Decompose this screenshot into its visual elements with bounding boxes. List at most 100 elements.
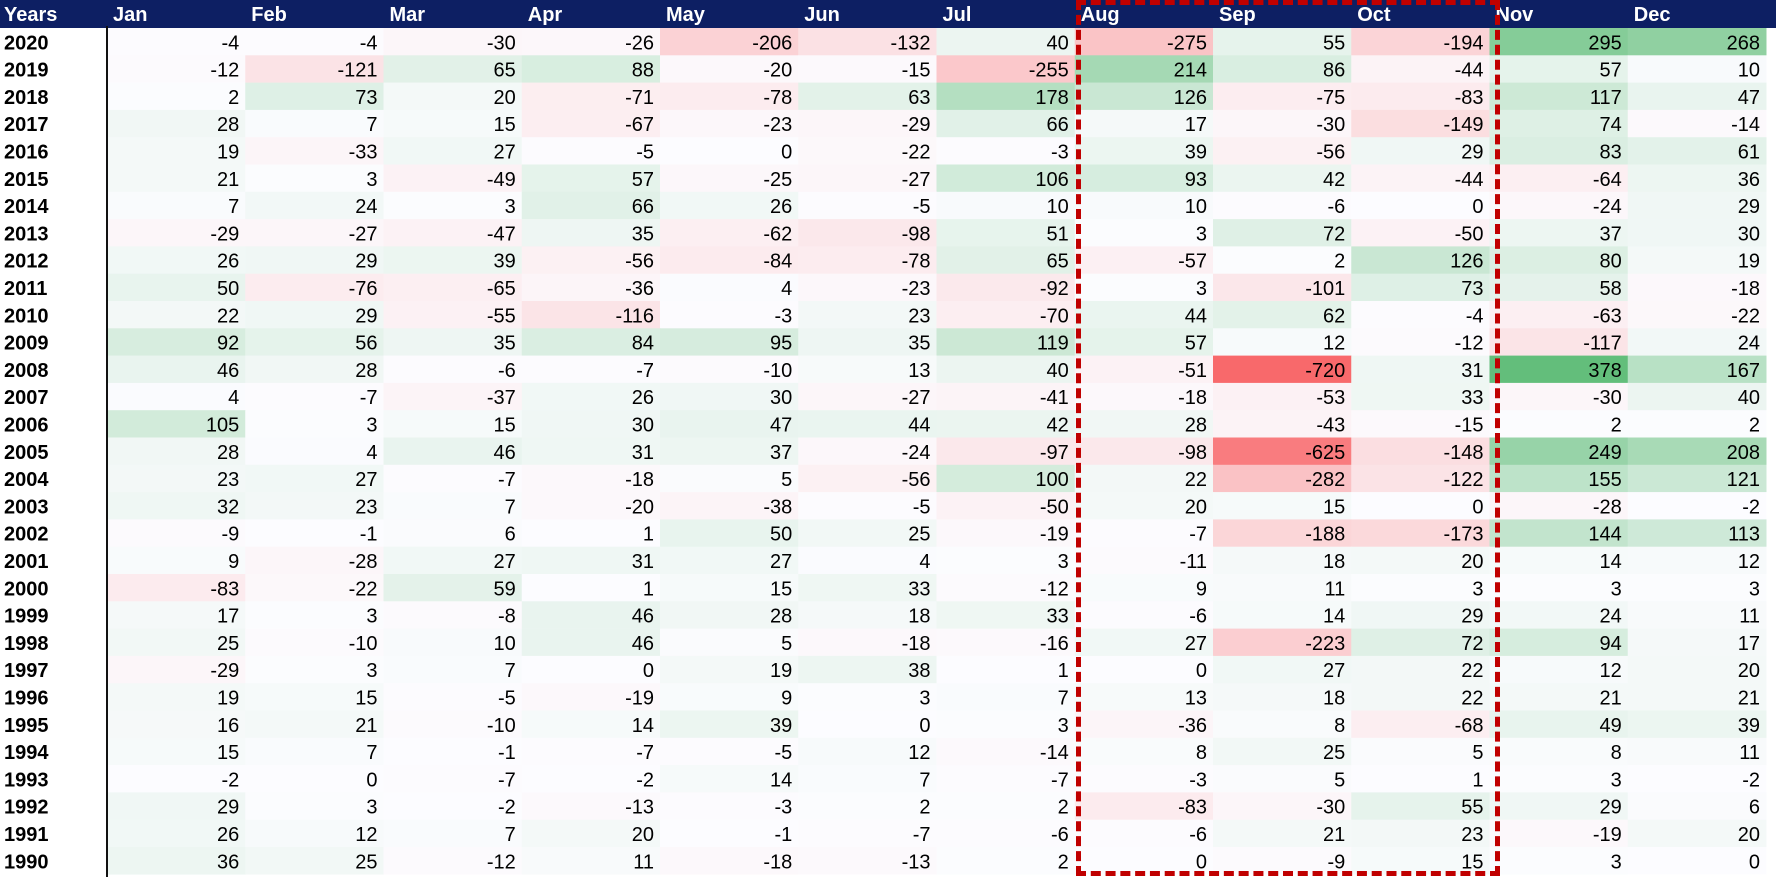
heatmap-cell	[245, 191, 384, 220]
cell-value: -43	[1316, 415, 1345, 437]
heatmap-cell	[1351, 519, 1490, 547]
heatmap-cell	[1074, 574, 1214, 602]
cell-value: 14	[1323, 606, 1345, 628]
heatmap-cell	[1489, 219, 1629, 247]
column-header-jan: Jan	[113, 4, 147, 26]
cell-value: 65	[1047, 251, 1069, 273]
heatmap-cell	[798, 574, 937, 602]
cell-value: 3	[1472, 578, 1483, 600]
heatmap-cell	[936, 109, 1076, 138]
cell-value: 10	[1047, 196, 1069, 218]
heatmap-cell	[1074, 82, 1214, 111]
cell-value: 22	[1461, 660, 1483, 682]
cell-value: 21	[1738, 688, 1760, 710]
heatmap-cell	[1351, 683, 1490, 711]
heatmap-cell	[1351, 628, 1490, 657]
cell-value: 144	[1588, 524, 1621, 546]
cell-value: -8	[498, 606, 516, 628]
cell-value: -47	[487, 223, 516, 245]
heatmap-cell	[1074, 628, 1214, 657]
heatmap-cell	[245, 819, 384, 848]
cell-value: 46	[632, 633, 654, 655]
heatmap-cell	[1074, 382, 1214, 411]
heatmap-cell	[1627, 601, 1767, 629]
heatmap-cell	[1627, 683, 1767, 711]
heatmap-cell	[798, 137, 937, 165]
cell-value: 27	[355, 469, 377, 491]
cell-value: 27	[1185, 633, 1207, 655]
cell-value: 7	[366, 114, 377, 136]
cell-value: 59	[494, 578, 516, 600]
heatmap-cell	[1489, 328, 1629, 356]
cell-value: 31	[632, 551, 654, 573]
cell-value: -29	[210, 660, 239, 682]
cell-value: 31	[1461, 360, 1483, 382]
cell-value: -173	[1443, 524, 1483, 546]
cell-value: 29	[1738, 196, 1760, 218]
heatmap-cell	[245, 601, 384, 629]
cell-value: 21	[1323, 824, 1345, 846]
cell-value: -98	[1178, 442, 1207, 464]
cell-value: -116	[615, 305, 654, 327]
cell-value: 28	[355, 360, 377, 382]
year-label: 2012	[4, 251, 49, 273]
cell-value: -30	[487, 32, 516, 54]
heatmap-cell	[1213, 574, 1352, 602]
heatmap-cell	[521, 710, 661, 739]
heatmap-cell	[383, 382, 523, 411]
heatmap-cell	[1351, 137, 1490, 165]
heatmap-cell	[107, 683, 246, 711]
heatmap-cell	[1074, 655, 1214, 684]
cell-value: 26	[770, 196, 792, 218]
cell-value: 22	[1185, 469, 1207, 491]
heatmap-cell	[521, 574, 661, 602]
cell-value: 18	[1323, 551, 1345, 573]
heatmap-cell	[660, 328, 799, 356]
cell-value: 16	[217, 715, 239, 737]
heatmap-cell	[660, 191, 799, 220]
cell-value: 126	[1174, 87, 1207, 109]
heatmap-cell	[1489, 546, 1629, 575]
cell-value: 44	[1185, 305, 1207, 327]
heatmap-cell	[660, 710, 799, 739]
cell-value: 0	[643, 660, 654, 682]
year-column-divider	[106, 26, 108, 877]
cell-value: -6	[498, 360, 516, 382]
heatmap-cell	[798, 273, 937, 302]
heatmap-cell	[936, 683, 1076, 711]
cell-value: -18	[763, 851, 792, 873]
heatmap-cell	[798, 492, 937, 520]
cell-value: -5	[774, 742, 792, 764]
cell-value: 3	[1058, 715, 1069, 737]
cell-value: 22	[217, 305, 239, 327]
cell-value: -1	[498, 742, 516, 764]
heatmap-cell	[936, 574, 1076, 602]
cell-value: 9	[1196, 578, 1207, 600]
cell-value: -23	[902, 278, 931, 300]
cell-value: -24	[902, 442, 931, 464]
cell-value: -44	[1455, 169, 1484, 191]
heatmap-cell	[660, 655, 799, 684]
cell-value: 3	[505, 196, 516, 218]
cell-value: -28	[1593, 496, 1622, 518]
heatmap-cell	[936, 355, 1076, 384]
heatmap-cell	[660, 765, 799, 793]
cell-value: -50	[1040, 496, 1069, 518]
heatmap-cell	[1489, 82, 1629, 111]
heatmap-cell	[1074, 601, 1214, 629]
header-years: Years	[4, 4, 57, 26]
heatmap-cell	[521, 246, 661, 274]
cell-value: 4	[781, 278, 792, 300]
heatmap-cell	[383, 792, 523, 820]
cell-value: -23	[763, 114, 792, 136]
cell-value: 12	[908, 742, 930, 764]
heatmap-cell	[1213, 437, 1352, 466]
cell-value: 61	[1738, 142, 1760, 164]
heatmap-cell	[245, 519, 384, 547]
heatmap-cell	[1351, 765, 1490, 793]
heatmap-cell	[245, 410, 384, 438]
heatmap-cell	[660, 137, 799, 165]
heatmap-cell	[107, 28, 246, 56]
heatmap-cell	[107, 109, 246, 138]
